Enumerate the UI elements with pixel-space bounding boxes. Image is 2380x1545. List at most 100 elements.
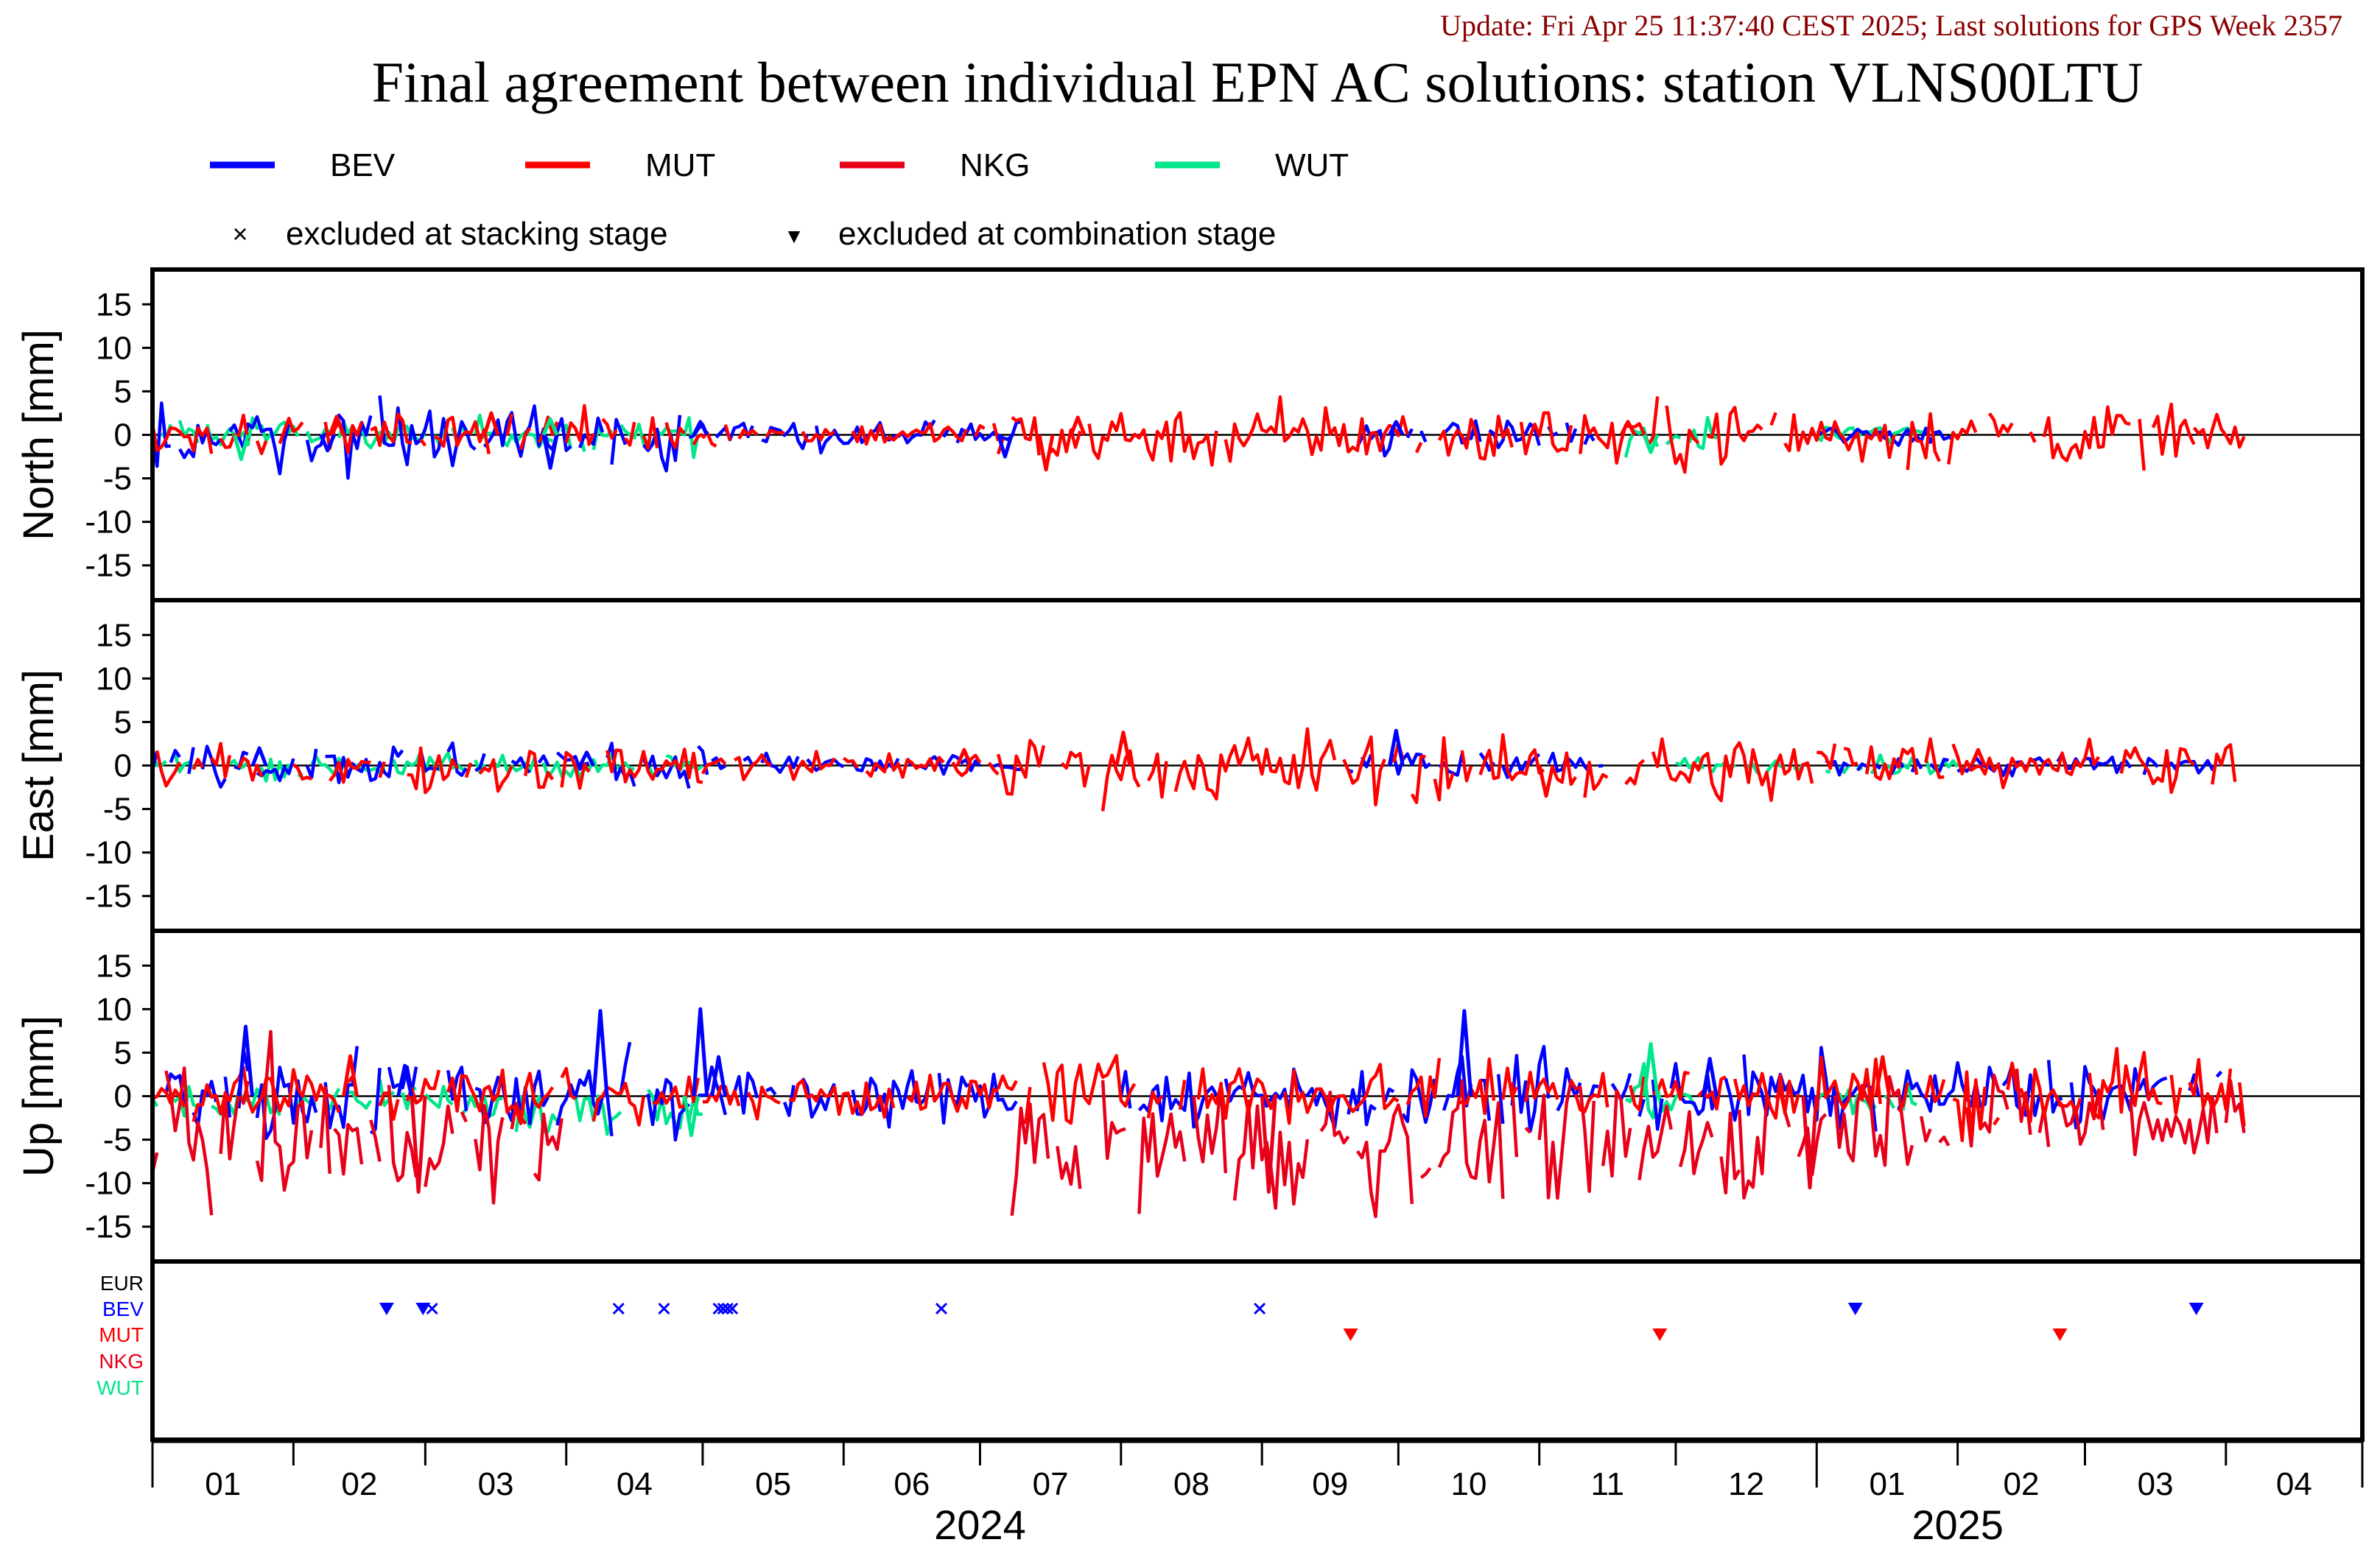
series-line-nkg [510,1102,527,1130]
y-tick-label: 15 [96,617,132,653]
stacking-excluded-marker [712,1302,725,1315]
series-line-bev [323,1046,359,1130]
stacking-excluded-marker [935,1302,948,1315]
series-line-mut [1815,1055,1882,1111]
series-line-nkg [369,1119,382,1162]
series-line-nkg [255,1030,314,1192]
series-line-mut [652,1075,700,1109]
series-line-nkg [1738,1097,1769,1200]
series-spike-wut [541,417,559,436]
series-line-wut [392,750,467,776]
y-tick-label: 10 [96,330,132,366]
series-line-mut [1583,760,1609,798]
series-spike-mut [342,1054,359,1097]
series-line-bev [814,419,936,455]
legend-label: WUT [1275,147,1349,183]
series-line-mut [737,429,759,440]
series-line-bev [325,745,404,784]
series-line-mut [1173,727,1337,801]
series-line-bev [1496,1074,1505,1125]
series-line-mut [592,1081,645,1127]
series-line-nkg [460,1111,468,1123]
series-line-mut [564,404,595,446]
x-month-label: 01 [1869,1466,1905,1502]
series-line-mut [378,761,386,778]
series-line-bev [851,757,900,772]
legend-label: NKG [960,147,1030,183]
legend-marker-symbol: × [232,219,248,249]
y-tick-label: 0 [114,748,132,784]
series-spike-wut [683,1096,700,1138]
series-spike-bev [541,434,559,470]
series-line-mut [237,756,264,782]
series-line-nkg [387,1085,418,1183]
series-line-mut [2188,1057,2233,1111]
series-line-mut [1952,1070,1987,1143]
series-line-bev [150,401,171,468]
x-month-label: 04 [2276,1466,2312,1502]
y-tick-label: 5 [114,373,132,409]
y-tick-label: -10 [85,835,132,871]
series-line-wut [378,1079,396,1108]
series-line-mut [150,423,214,454]
series-line-nkg [1419,1166,1432,1179]
x-month-label: 06 [894,1466,930,1502]
series-line-mut [1478,733,1545,781]
series-spike-mut [955,747,973,767]
series-line-mut [1023,1086,1032,1125]
series-line-mut [1433,736,1455,802]
series-line-bev [1405,428,1414,439]
series-line-mut [255,440,268,456]
series-spike-bev [250,746,268,767]
series-line-bev [255,1066,318,1141]
series-line-mut [1651,737,1814,803]
series-line-mut [1629,1076,1646,1112]
series-spike-bev [592,1009,609,1097]
series-line-wut [573,1094,622,1136]
y-axis-label: East [mm] [15,669,63,862]
combination-excluded-marker [1343,1328,1358,1341]
x-year-label: 2025 [1912,1502,2004,1545]
series-line-mut [192,1066,341,1122]
series-line-mut [2238,1082,2246,1127]
exclusion-row-label-mut: MUT [99,1323,144,1346]
series-line-mut [692,432,703,446]
series-line-nkg [1056,1144,1082,1189]
series-line-mut [1987,412,2014,438]
series-line-nkg [1601,1088,1632,1178]
series-line-mut [951,753,982,778]
series-line-bev [1347,1069,1377,1127]
series-line-mut [1864,745,1919,781]
legend-item-bev: BEV [210,147,396,183]
y-tick-label: -15 [85,548,132,584]
series-spike-bev [692,1007,709,1097]
combination-excluded-marker [1652,1328,1668,1341]
series-spike-nkg [1260,1096,1277,1194]
series-spike-bev [1387,728,1405,766]
x-month-label: 04 [617,1466,653,1502]
series-line-mut [292,763,312,781]
series-line-mut [519,427,532,451]
series-line-bev [228,415,291,476]
series-line-mut [1924,737,1945,779]
series-line-wut [1870,753,1919,775]
series-line-mut [601,418,618,440]
exclusion-row-label-eur: EUR [100,1272,144,1295]
series-line-nkg [533,1112,564,1182]
y-tick-label: -15 [85,1209,132,1245]
series-line-bev [1419,430,1428,443]
stacking-excluded-marker [717,1302,729,1315]
series-line-bev [743,756,754,767]
exclusion-row-label-bev: BEV [102,1298,144,1320]
panel-north: 15 10 5 0 -5 -10 -15 North [mm] [15,267,2365,602]
series-line-mut [2006,1061,2082,1123]
series-line-nkg [1137,1112,1187,1214]
x-month-label: 01 [205,1466,241,1502]
series-line-mut [1843,746,1858,767]
x-month-label: 02 [341,1466,377,1502]
series-line-nkg [333,1122,364,1176]
series-spike-bev [692,420,709,436]
y-tick-label: 0 [114,418,132,454]
series-line-mut [1816,743,1837,770]
